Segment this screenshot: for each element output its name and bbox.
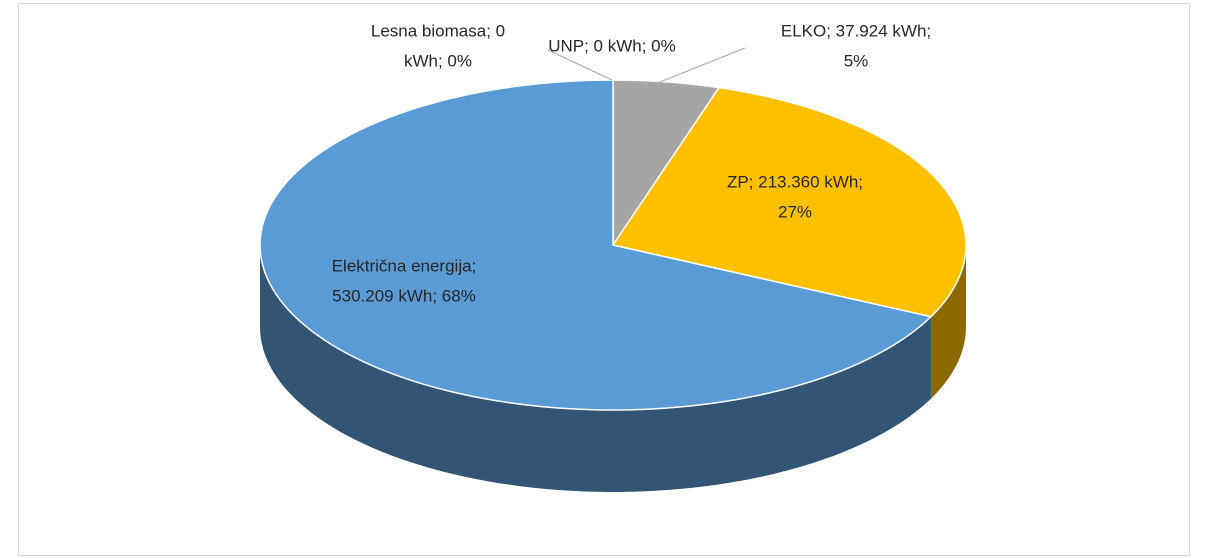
pie-slice xyxy=(259,79,933,411)
pie-side xyxy=(260,245,931,492)
data-label: 5% xyxy=(844,51,869,70)
data-label: kWh; 0% xyxy=(404,51,472,70)
pie-sides xyxy=(260,245,966,492)
data-label: ZP; 213.360 kWh; xyxy=(727,172,863,191)
data-label: 27% xyxy=(778,202,812,221)
data-label: ELKO; 37.924 kWh; xyxy=(781,21,931,40)
pie-tops xyxy=(259,79,967,411)
leader-line xyxy=(659,47,746,83)
data-labels: Lesna biomasa; 0 kWh; 0% UNP; 0 kWh; 0% ELK… xyxy=(332,21,931,305)
data-label: 530.209 kWh; 68% xyxy=(332,286,476,305)
pie-slice xyxy=(611,86,967,318)
pie-slice xyxy=(612,79,721,248)
data-label: Električna energija; xyxy=(332,256,477,275)
data-label: UNP; 0 kWh; 0% xyxy=(548,36,676,55)
leader-line xyxy=(547,49,613,81)
pie-side xyxy=(930,245,966,399)
data-label: Lesna biomasa; 0 xyxy=(371,21,505,40)
